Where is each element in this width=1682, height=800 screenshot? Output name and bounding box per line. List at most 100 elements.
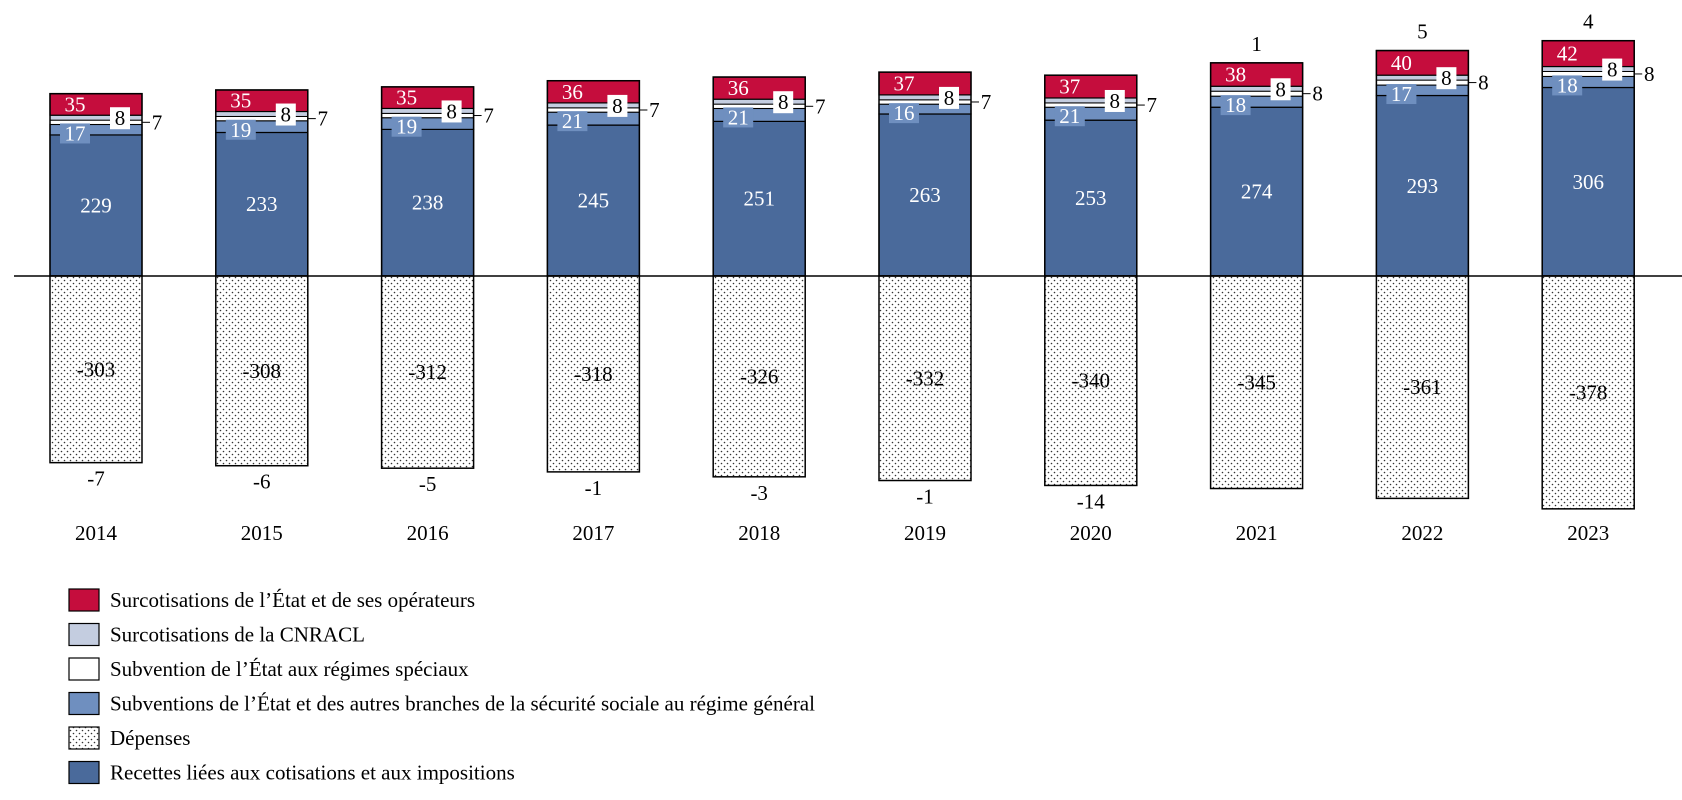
bar-segment-depenses-2022 <box>1375 275 1470 500</box>
label-bg-subventions <box>391 116 422 137</box>
data-label-recettes: 229 <box>80 193 112 217</box>
data-label-regimes: 7 <box>1147 93 1158 117</box>
label-bg-cnracl <box>1436 67 1457 90</box>
data-label-depenses: -345 <box>1237 370 1276 394</box>
data-label-balance: 1 <box>1251 32 1262 56</box>
data-label-etat: 35 <box>65 92 86 116</box>
label-bg-subventions <box>557 111 588 132</box>
label-bg-cnracl <box>275 103 296 126</box>
legend-swatch-cnracl <box>68 622 100 647</box>
data-label-recettes: 233 <box>246 192 278 216</box>
bar-segment-depenses-2018 <box>712 275 806 478</box>
data-label-balance: -3 <box>750 481 768 505</box>
x-tick-label: 2020 <box>1070 521 1112 545</box>
label-bg-cnracl <box>1270 78 1291 101</box>
bar-segment-depenses-2020 <box>1044 275 1138 487</box>
x-tick-label: 2022 <box>1401 521 1443 545</box>
data-label-balance: -6 <box>253 470 271 494</box>
data-label-subventions: 19 <box>396 115 417 139</box>
data-label-cnracl: 8 <box>1275 77 1286 101</box>
data-label-balance: 5 <box>1417 20 1428 44</box>
label-bg-cnracl <box>1104 89 1125 112</box>
data-label-cnracl: 8 <box>281 103 292 127</box>
data-label-recettes: 263 <box>909 183 941 207</box>
data-label-depenses: -332 <box>906 366 945 390</box>
label-bg-cnracl <box>773 91 794 114</box>
x-tick-label: 2015 <box>241 521 283 545</box>
data-label-subventions: 21 <box>1059 104 1080 128</box>
bar-segment-recettes-2022 <box>1375 94 1470 277</box>
data-label-balance: -1 <box>916 485 934 509</box>
bars-layer <box>49 39 1635 510</box>
data-label-balance: 4 <box>1583 10 1594 34</box>
data-label-cnracl: 8 <box>1110 89 1121 113</box>
data-label-subventions: 21 <box>562 109 583 133</box>
label-bg-subventions <box>1220 95 1251 116</box>
legend-label-recettes: Recettes liées aux cotisations et aux im… <box>110 761 515 785</box>
x-tick-label: 2017 <box>572 521 614 545</box>
bar-segment-depenses-2023 <box>1541 275 1635 510</box>
data-label-regimes: 7 <box>815 94 826 118</box>
legend-label-cnracl: Surcotisations de la CNRACL <box>110 623 365 647</box>
data-label-regimes: 7 <box>152 110 163 134</box>
bar-segment-recettes-2017 <box>546 124 641 277</box>
x-tick-label: 2018 <box>738 521 780 545</box>
data-label-depenses: -318 <box>574 362 613 386</box>
data-label-cnracl: 8 <box>944 86 955 110</box>
x-tick-label: 2023 <box>1567 521 1609 545</box>
data-label-depenses: -378 <box>1569 380 1608 404</box>
data-label-subventions: 21 <box>728 105 749 129</box>
label-bg-subventions <box>889 103 919 124</box>
label-bg-cnracl <box>939 86 959 109</box>
label-bg-subventions <box>1552 75 1583 96</box>
bar-segment-recettes-2014 <box>49 134 143 277</box>
data-label-regimes: 8 <box>1644 62 1655 86</box>
data-label-regimes: 8 <box>1478 71 1489 95</box>
bar-segment-depenses-2016 <box>380 275 475 469</box>
data-label-depenses: -361 <box>1403 375 1442 399</box>
x-tick-label: 2021 <box>1236 521 1278 545</box>
legend-swatch-depenses <box>68 726 100 750</box>
data-label-etat: 37 <box>1059 75 1080 99</box>
data-label-balance: -14 <box>1077 489 1105 513</box>
label-bg-cnracl <box>1602 58 1623 81</box>
data-label-cnracl: 8 <box>612 94 623 118</box>
x-tick-label: 2014 <box>75 521 118 545</box>
bar-segment-depenses-2019 <box>878 275 972 482</box>
data-label-depenses: -326 <box>740 364 779 388</box>
data-label-subventions: 18 <box>1557 73 1578 97</box>
data-label-cnracl: 8 <box>446 99 457 123</box>
data-label-subventions: 17 <box>65 121 86 145</box>
label-bg-subventions <box>1054 106 1085 127</box>
x-tick-label: 2016 <box>407 521 449 545</box>
label-bg-cnracl <box>441 100 462 123</box>
data-label-recettes: 306 <box>1572 170 1604 194</box>
legend-label-subventions: Subventions de l’État et des autres bran… <box>110 692 815 716</box>
data-label-recettes: 274 <box>1241 180 1273 204</box>
bar-segment-depenses-2017 <box>546 275 641 473</box>
data-label-depenses: -308 <box>243 359 282 383</box>
legend-label-regimes: Subvention de l’État aux régimes spéciau… <box>110 657 469 681</box>
data-label-balance: -7 <box>87 467 105 491</box>
data-label-regimes: 7 <box>981 90 992 114</box>
label-bg-subventions <box>1386 84 1417 105</box>
data-label-etat: 35 <box>396 86 417 110</box>
label-bg-subventions <box>60 123 90 144</box>
bar-segment-recettes-2016 <box>381 128 475 277</box>
label-bg-subventions <box>723 107 754 128</box>
data-label-subventions: 18 <box>1225 93 1246 117</box>
data-label-regimes: 7 <box>649 98 660 122</box>
data-label-regimes: 7 <box>483 104 494 128</box>
bar-segment-recettes-2019 <box>878 113 972 277</box>
data-label-regimes: 7 <box>318 107 329 131</box>
data-label-etat: 42 <box>1557 42 1578 66</box>
legend-label-depenses: Dépenses <box>110 726 190 750</box>
data-label-balance: -5 <box>419 472 437 496</box>
data-label-depenses: -340 <box>1072 369 1111 393</box>
x-tick-label: 2019 <box>904 521 946 545</box>
data-label-recettes: 253 <box>1075 186 1107 210</box>
bar-segment-depenses-2021 <box>1209 275 1304 490</box>
data-label-recettes: 293 <box>1407 174 1439 198</box>
